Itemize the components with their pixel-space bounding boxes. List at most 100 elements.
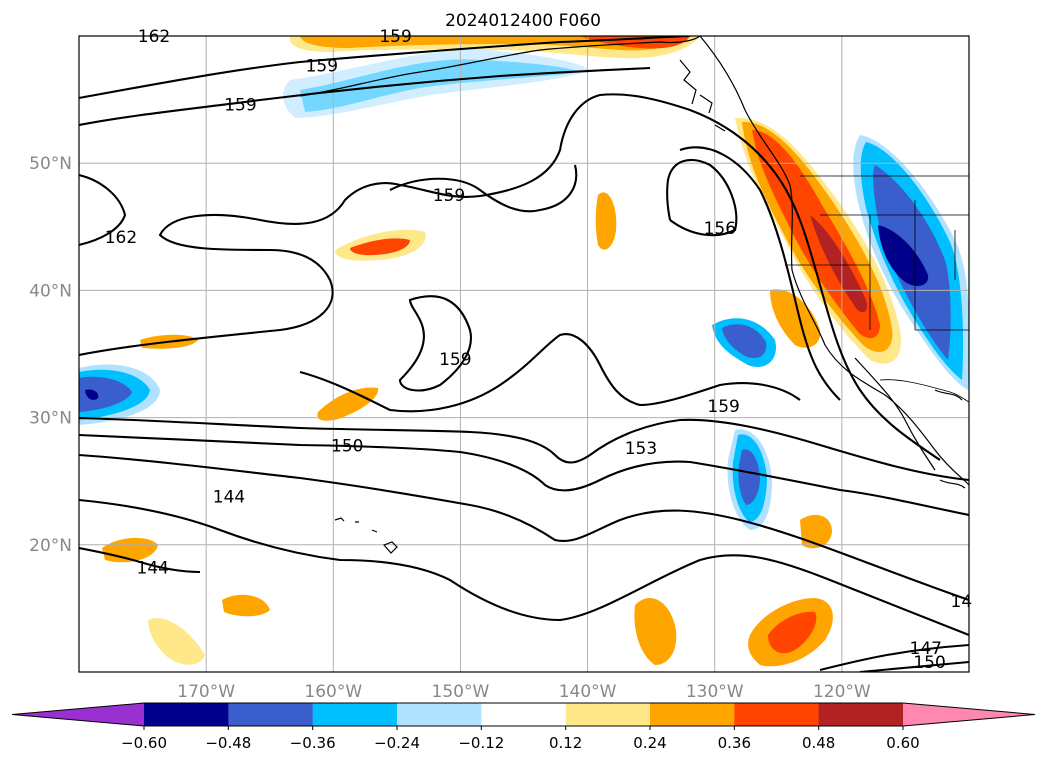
lon-tick-label: 120°W (813, 682, 871, 702)
lat-tick-label: 20°N (29, 536, 72, 556)
longitude-tick-labels: 170°W 160°W 150°W 140°W 130°W 120°W (177, 682, 871, 702)
shaded-anomaly-regions (79, 36, 969, 667)
lon-tick-label: 160°W (304, 682, 362, 702)
medblue-region-west (79, 376, 132, 412)
orange-region-sw (222, 594, 270, 617)
lat-tick-label: 50°N (29, 154, 72, 174)
orange-region-sw2 (148, 618, 205, 665)
contour-147 (79, 453, 969, 601)
colorbar-extend-high (903, 703, 1035, 726)
colorbar-segment (144, 703, 229, 726)
contour-label: 14 (951, 592, 973, 612)
lon-tick-label: 170°W (177, 682, 235, 702)
latitude-tick-labels: 50°N 40°N 30°N 20°N (29, 154, 72, 556)
colorbar-segment (650, 703, 735, 726)
medblue-region-135w (722, 324, 767, 359)
contour-144 (79, 498, 969, 636)
map-title: 2024012400 F060 (445, 11, 601, 31)
contour-label: 159 (224, 96, 256, 116)
contour-156 (679, 146, 841, 401)
navy-region-interior (878, 225, 929, 286)
map-frame (78, 35, 970, 673)
contour-150 (79, 433, 969, 517)
map-area (79, 36, 969, 672)
contour-label: 159 (379, 27, 411, 47)
contour-label: 162 (105, 228, 137, 248)
colorbar-segment (397, 703, 482, 726)
colorbar-tick-label: −0.12 (458, 734, 504, 752)
contour-label: 156 (704, 219, 736, 239)
contour-162-west (79, 173, 127, 247)
colorbar-tick-label: −0.60 (121, 734, 167, 752)
medblue-region-130w (738, 449, 760, 505)
colorbar-tick-label: 0.36 (718, 734, 751, 752)
colorbar-segment (818, 703, 904, 726)
contour-159-cut (398, 295, 472, 392)
contour-label: 153 (625, 439, 657, 459)
contour-labels: 162 159 159 159 162 159 156 159 159 150 153 144 144 1… (105, 27, 972, 673)
lon-tick-label: 150°W (432, 682, 490, 702)
colorbar-segment (565, 703, 651, 726)
contour-label: 150 (331, 437, 363, 457)
lon-tick-label: 140°W (559, 682, 617, 702)
colorbar-tick-label: −0.24 (374, 734, 420, 752)
lat-tick-label: 40°N (29, 281, 72, 301)
political-borders (785, 175, 969, 403)
colorbar-segment (734, 703, 820, 726)
contour-159-alaska (79, 66, 651, 127)
border-us-mexico (879, 379, 969, 403)
colorbar-segment (481, 703, 567, 726)
coastline-baja (854, 357, 936, 471)
colorbar: −0.60 −0.48 −0.36 −0.24 −0.12 0.12 0.24 0.36 0.4… (11, 702, 1036, 752)
contour-153 (79, 416, 969, 482)
orange-region-140w (634, 597, 677, 665)
contour-label: 159 (439, 350, 471, 370)
red-region-se (768, 611, 817, 654)
contour-147-se (819, 643, 969, 672)
coastline-hawaii (334, 517, 398, 554)
contour-label: 144 (137, 559, 169, 579)
lightblue-region-gulf-alaska (283, 49, 590, 118)
orange-region-140w-45n (595, 192, 617, 250)
lon-tick-label: 130°W (686, 682, 744, 702)
colorbar-segment (312, 703, 398, 726)
contour-label: 144 (213, 487, 245, 507)
colorbar-segment (228, 703, 314, 726)
coastline-alaska (299, 36, 701, 97)
orange-region-125w (770, 289, 821, 348)
colorbar-tick-label: 0.60 (886, 734, 919, 752)
colorbar-tick-label: 0.24 (633, 734, 666, 752)
contour-label: 162 (138, 27, 170, 47)
contour-144-south (79, 546, 201, 574)
coastline-north-america (699, 36, 969, 486)
contour-159-mid (79, 93, 941, 461)
contour-159-north (79, 36, 691, 100)
geopotential-contours (79, 36, 969, 672)
lat-tick-label: 30°N (29, 409, 72, 429)
darkred-region-coast (810, 215, 868, 313)
border-states-1 (785, 214, 969, 330)
coastlines (299, 36, 969, 554)
colorbar-tick-label: −0.36 (290, 734, 336, 752)
contour-label: 147 (910, 639, 942, 659)
contour-159-lower (299, 332, 801, 413)
contour-156-inner (666, 159, 738, 237)
contour-label: 159 (433, 186, 465, 206)
coastline-bc-islands (679, 59, 726, 132)
contour-150-se (859, 660, 969, 672)
map-background (79, 36, 969, 672)
colorbar-tick-label: 0.12 (549, 734, 582, 752)
colorbar-tick-label: −0.48 (205, 734, 251, 752)
colorbar-tick-label: 0.48 (802, 734, 835, 752)
contour-label: 150 (913, 653, 945, 673)
orange-region-160w-inner (350, 238, 410, 256)
coastline-islands-se (934, 389, 966, 489)
colorbar-extend-low (12, 703, 144, 726)
contour-label: 159 (306, 56, 338, 76)
contour-159-inner (389, 164, 578, 213)
border-states-2 (914, 200, 969, 331)
contour-label: 159 (707, 397, 739, 417)
navy-region-west (85, 389, 99, 400)
